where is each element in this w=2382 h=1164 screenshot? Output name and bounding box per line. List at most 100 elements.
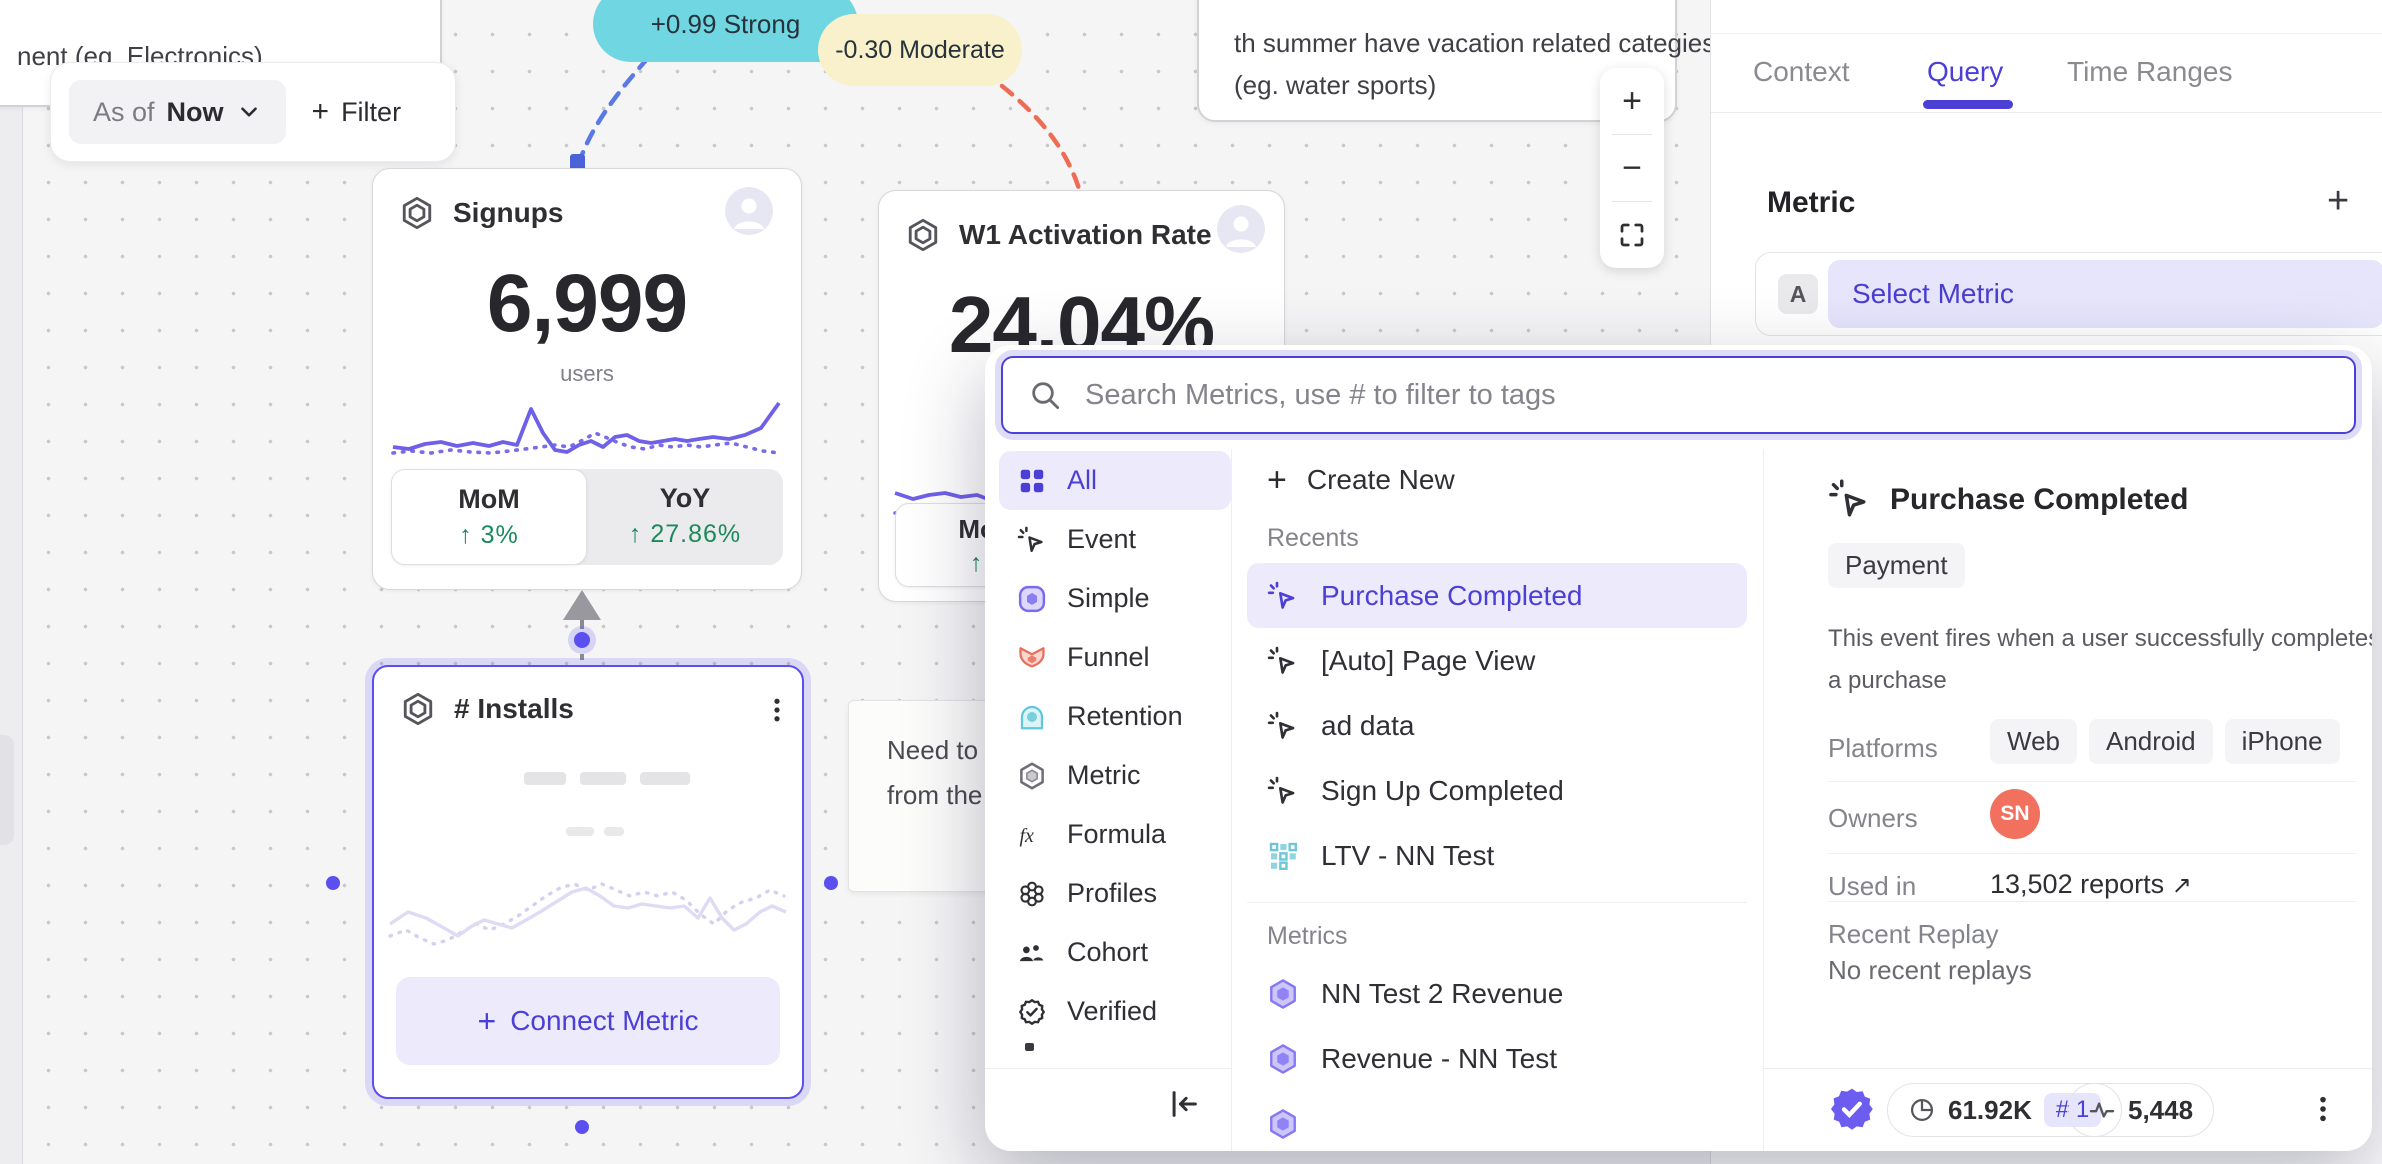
category-label: Event	[1067, 524, 1137, 554]
owner-avatar[interactable]: SN	[1990, 789, 2040, 839]
as-of-dropdown[interactable]: As of Now	[69, 80, 286, 144]
select-metric-button[interactable]: Select Metric	[1828, 260, 2382, 328]
collapse-sidebar-icon[interactable]	[1167, 1087, 1201, 1121]
metric-item-sign-up-completed[interactable]: Sign Up Completed	[1247, 758, 1747, 823]
metric-value: 6,999	[486, 258, 688, 349]
metric-card-signups[interactable]: Signups 6,999 users MoM ↑ 3% YoY ↑ 27.86…	[372, 168, 802, 590]
event-icon	[1267, 645, 1299, 677]
zoom-in-button[interactable]: +	[1622, 81, 1642, 120]
toggle-label: MoM	[458, 484, 520, 514]
kebab-menu-icon[interactable]	[762, 695, 792, 725]
platform-chip-iphone: iPhone	[2224, 719, 2340, 764]
metric-item-revenue-nn-test[interactable]: Revenue - NN Test	[1247, 1026, 1747, 1091]
add-filter-button[interactable]: + Filter	[312, 97, 402, 128]
category-label: Metric	[1067, 760, 1141, 790]
category-formula[interactable]: fx Formula	[999, 805, 1231, 864]
create-new-label: Create New	[1306, 464, 1455, 495]
toggle-mom[interactable]: MoM ↑ 3%	[391, 469, 587, 565]
toggle-yoy[interactable]: YoY ↑ 27.86%	[587, 469, 783, 565]
kebab-menu-icon[interactable]	[2307, 1093, 2339, 1125]
category-funnel[interactable]: Funnel	[999, 628, 1231, 687]
tag-chip[interactable]: Payment	[1828, 543, 1965, 588]
divider	[1612, 201, 1652, 202]
formula-icon: fx	[1017, 820, 1047, 850]
zoom-out-button[interactable]: −	[1622, 148, 1642, 187]
add-metric-button[interactable]: +	[2327, 180, 2350, 222]
comparison-toggle: MoM ↑ 3% YoY ↑ 27.86%	[391, 469, 783, 565]
category-label: Verified	[1067, 996, 1158, 1026]
correlation-badge-strong[interactable]: +0.99 Strong	[593, 0, 858, 62]
metric-item-label: Revenue - NN Test	[1321, 1042, 1558, 1074]
metric-item-label: [Auto] Page View	[1321, 644, 1536, 676]
tab-query[interactable]: Query	[1927, 56, 2004, 87]
platform-chip-android: Android	[2089, 719, 2213, 764]
divider	[1763, 1068, 2372, 1069]
sticky-note-summer[interactable]: th summer have vacation related categies…	[1197, 0, 1715, 122]
metric-card-installs[interactable]: # Installs + Connect Metric	[372, 665, 804, 1099]
toggle-label: YoY	[659, 483, 711, 513]
connect-metric-label: Connect Metric	[510, 1005, 699, 1036]
category-simple[interactable]: Simple	[999, 569, 1231, 628]
badge-text: +0.99 Strong	[650, 8, 801, 39]
category-label: All	[1067, 465, 1098, 495]
metric-item-purchase-completed[interactable]: Purchase Completed	[1247, 563, 1747, 628]
event-volume-pill[interactable]: 5,448	[2067, 1083, 2215, 1137]
category-label: Formula	[1067, 819, 1167, 849]
plus-icon: +	[311, 95, 330, 128]
skeleton-bar	[640, 772, 690, 785]
metric-item-ltv-nn-test[interactable]: LTV - NN Test	[1247, 823, 1747, 888]
detail-description: This event fires when a user successfull…	[1828, 625, 2372, 652]
card-title: # Installs	[454, 693, 574, 724]
metric-item--auto-page-view[interactable]: [Auto] Page View	[1247, 628, 1747, 693]
divider	[1711, 33, 2382, 34]
category-all[interactable]: All	[999, 451, 1231, 510]
connect-metric-button[interactable]: + Connect Metric	[396, 977, 780, 1065]
category-cohort[interactable]: Cohort	[999, 923, 1231, 982]
platforms-label: Platforms	[1828, 733, 1938, 763]
category-retention[interactable]: Retention	[999, 687, 1231, 746]
detail-description: a purchase	[1828, 667, 1947, 694]
divider	[1711, 112, 2382, 113]
section-label: Recents	[1267, 524, 1359, 552]
category-verified[interactable]: Verified	[999, 982, 1231, 1041]
category-profiles[interactable]: Profiles	[999, 864, 1231, 923]
tab-time-ranges[interactable]: Time Ranges	[2067, 56, 2233, 87]
divider	[1828, 901, 2356, 902]
tab-context[interactable]: Context	[1753, 56, 1850, 87]
metric-item-clipped[interactable]	[1247, 1091, 1747, 1151]
toggle-delta: ↑ 27.86%	[628, 520, 742, 548]
query-count: 61.92K	[1948, 1094, 2032, 1125]
used-in-link[interactable]: 13,502 reports ↗	[1990, 869, 2192, 900]
skeleton-bar	[580, 772, 626, 785]
category-label: Profiles	[1067, 878, 1158, 908]
plus-icon: +	[477, 1003, 497, 1039]
fullscreen-icon	[1617, 220, 1647, 250]
create-new-button[interactable]: + Create New	[1247, 449, 1747, 511]
metric-purple-hexagon-icon	[1267, 1108, 1299, 1140]
divider	[1828, 781, 2356, 782]
category-event[interactable]: Event	[999, 510, 1231, 569]
badge-text: -0.30 Moderate	[835, 35, 1005, 64]
detail-title: Purchase Completed	[1890, 483, 2189, 516]
verified-seal-icon[interactable]	[1828, 1085, 1876, 1133]
category-metric[interactable]: Metric	[999, 746, 1231, 805]
divider	[1231, 449, 1232, 1151]
category-label: Funnel	[1067, 642, 1150, 672]
funnel-icon	[1017, 643, 1047, 673]
retention-icon	[1017, 702, 1047, 732]
correlation-badge-moderate[interactable]: -0.30 Moderate	[818, 14, 1022, 86]
metric-item-nn-test-2-revenue[interactable]: NN Test 2 Revenue	[1247, 961, 1747, 1026]
metric-search-input[interactable]: Search Metrics, use # to filter to tags	[1001, 356, 2356, 434]
search-icon	[1029, 379, 1061, 411]
fit-screen-button[interactable]	[1600, 202, 1664, 268]
metric-item-ad-data[interactable]: ad data	[1247, 693, 1747, 758]
metric-hexagon-icon	[399, 195, 435, 231]
metric-unit: users	[560, 361, 614, 386]
active-tab-indicator	[1923, 100, 2013, 109]
category-list: All Event Simple Funnel Retention Metric fx For…	[999, 451, 1231, 1041]
metric-item-label: ad data	[1321, 709, 1415, 741]
metric-item-label: Purchase Completed	[1321, 579, 1583, 611]
panel-handle[interactable]	[0, 735, 14, 845]
category-label: Simple	[1067, 583, 1150, 613]
ghost-sparkline	[388, 882, 787, 946]
